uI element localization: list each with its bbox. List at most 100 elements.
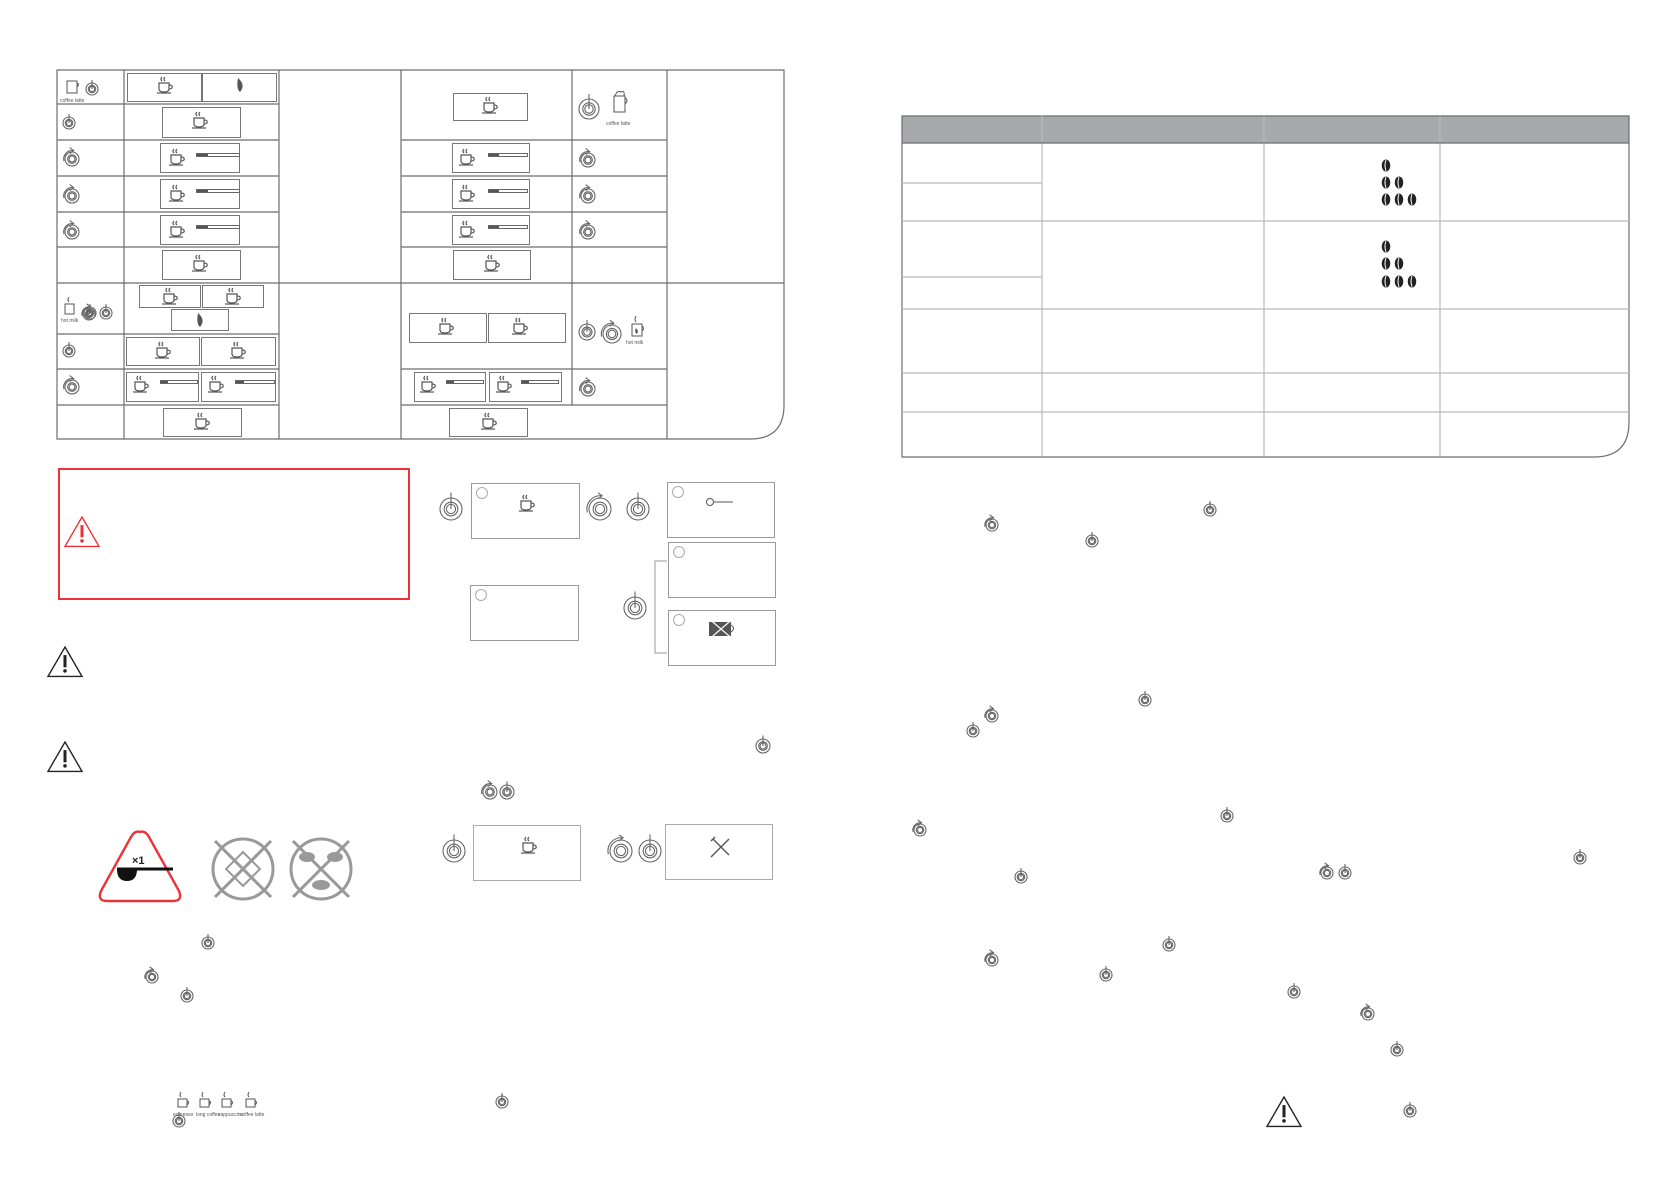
cup-icon — [512, 317, 528, 335]
push-dial-icon — [623, 591, 647, 620]
display-panel — [470, 585, 579, 641]
milk-drop-icon — [237, 78, 243, 92]
no-beans-icon — [289, 837, 353, 901]
warning-triangle-icon — [1265, 1095, 1303, 1127]
long-coffee-cup-icon — [199, 1091, 211, 1108]
push-dial-icon — [442, 834, 466, 863]
push-dial-icon — [755, 735, 771, 754]
cup-icon — [420, 375, 436, 393]
push-dial-icon — [62, 114, 76, 130]
cup-icon — [133, 375, 149, 393]
coffee-bean-icon — [1394, 176, 1404, 188]
push-dial-icon — [172, 1112, 186, 1128]
display-screen — [452, 179, 530, 209]
hot-milk-label-right: hot milk — [626, 340, 644, 346]
display-screen — [126, 337, 200, 366]
hot-milk-cup-icon — [631, 315, 644, 337]
one-scoop-icon — [98, 830, 182, 903]
warning-triangle-icon — [63, 515, 101, 547]
push-dial-icon — [1203, 501, 1217, 517]
push-dial-icon — [1085, 532, 1099, 548]
progress-bar — [196, 225, 240, 229]
progress-bar — [521, 380, 559, 384]
push-dial-icon — [966, 722, 980, 738]
rotate-dial-icon — [984, 949, 999, 967]
panel-radio — [673, 614, 685, 626]
display-screen — [162, 107, 241, 138]
push-dial-icon — [180, 987, 194, 1003]
display-screen — [201, 337, 276, 366]
cup-icon — [192, 111, 208, 129]
push-dial-icon — [1014, 868, 1028, 884]
cup-icon — [482, 96, 498, 114]
cup-icon — [459, 184, 475, 202]
cup-icon — [459, 148, 475, 166]
display-screen — [414, 372, 486, 402]
rotate-dial-icon — [600, 319, 622, 344]
rotate-dial-icon — [579, 220, 596, 240]
push-dial-icon — [638, 834, 662, 863]
panel-radio — [476, 487, 488, 499]
push-dial-icon — [99, 304, 113, 320]
push-dial-icon — [85, 80, 99, 96]
cup-icon — [169, 184, 185, 202]
rotate-dial-icon — [984, 514, 999, 532]
display-screen — [160, 179, 240, 209]
display-screen — [160, 215, 240, 245]
coffee-bean-icon — [1381, 176, 1391, 188]
coffee-bean-icon — [1394, 275, 1404, 287]
display-screen — [139, 285, 201, 308]
progress-bar — [488, 189, 528, 193]
progress-bar — [235, 380, 275, 384]
no-ground-powder-icon — [211, 837, 275, 901]
push-dial-icon — [1403, 1102, 1417, 1118]
milk-drop-icon — [197, 313, 203, 327]
rotate-dial-icon — [984, 705, 999, 723]
rotate-dial-icon — [63, 147, 80, 167]
coffee-bean-icon — [1394, 193, 1404, 205]
rotate-dial-icon — [144, 966, 159, 984]
panel-radio — [475, 589, 487, 601]
display-panel — [667, 482, 775, 538]
coffee-bean-icon — [1394, 257, 1404, 269]
coffee-bean-icon — [1381, 240, 1391, 252]
wrench-screwdriver-icon — [710, 836, 730, 858]
coffee-latte-cup-icon — [245, 1091, 257, 1108]
coffee-bean-icon — [1381, 257, 1391, 269]
cup-icon — [496, 375, 512, 393]
push-dial-icon — [1573, 849, 1587, 865]
cup-icon — [459, 220, 475, 238]
push-dial-icon — [626, 492, 650, 521]
push-dial-icon — [62, 342, 76, 358]
rotate-dial-icon — [63, 184, 80, 204]
portion-label: ×1 — [132, 855, 145, 867]
warning-box — [58, 468, 410, 600]
drink-label-long-coffee: long coffee — [196, 1112, 221, 1118]
rotate-dial-icon — [607, 834, 633, 863]
cup-icon — [169, 148, 185, 166]
progress-bar — [446, 380, 484, 384]
display-screen — [163, 408, 242, 437]
panel-radio — [672, 486, 684, 498]
no-cup-icon — [706, 616, 736, 642]
push-dial-icon — [1287, 983, 1301, 999]
warning-triangle-icon — [46, 645, 84, 677]
display-screen — [162, 250, 241, 280]
display-screen — [453, 93, 528, 121]
hot-milk-label: hot milk — [61, 318, 79, 324]
coffee-bean-icon — [1381, 275, 1391, 287]
cup-icon — [192, 254, 208, 272]
left-beverage-table — [56, 69, 785, 440]
hot-milk-cup-icon — [64, 296, 75, 315]
push-dial-icon — [1220, 807, 1234, 823]
display-screen — [452, 215, 530, 245]
push-dial-icon — [1099, 966, 1113, 982]
display-screen — [665, 824, 773, 880]
progress-bar — [488, 225, 528, 229]
right-settings-table — [901, 115, 1630, 458]
rotate-dial-icon — [912, 819, 927, 837]
rotate-dial-icon — [63, 375, 80, 395]
cup-icon — [484, 254, 500, 272]
display-screen — [126, 372, 199, 402]
cup-icon — [438, 317, 454, 335]
